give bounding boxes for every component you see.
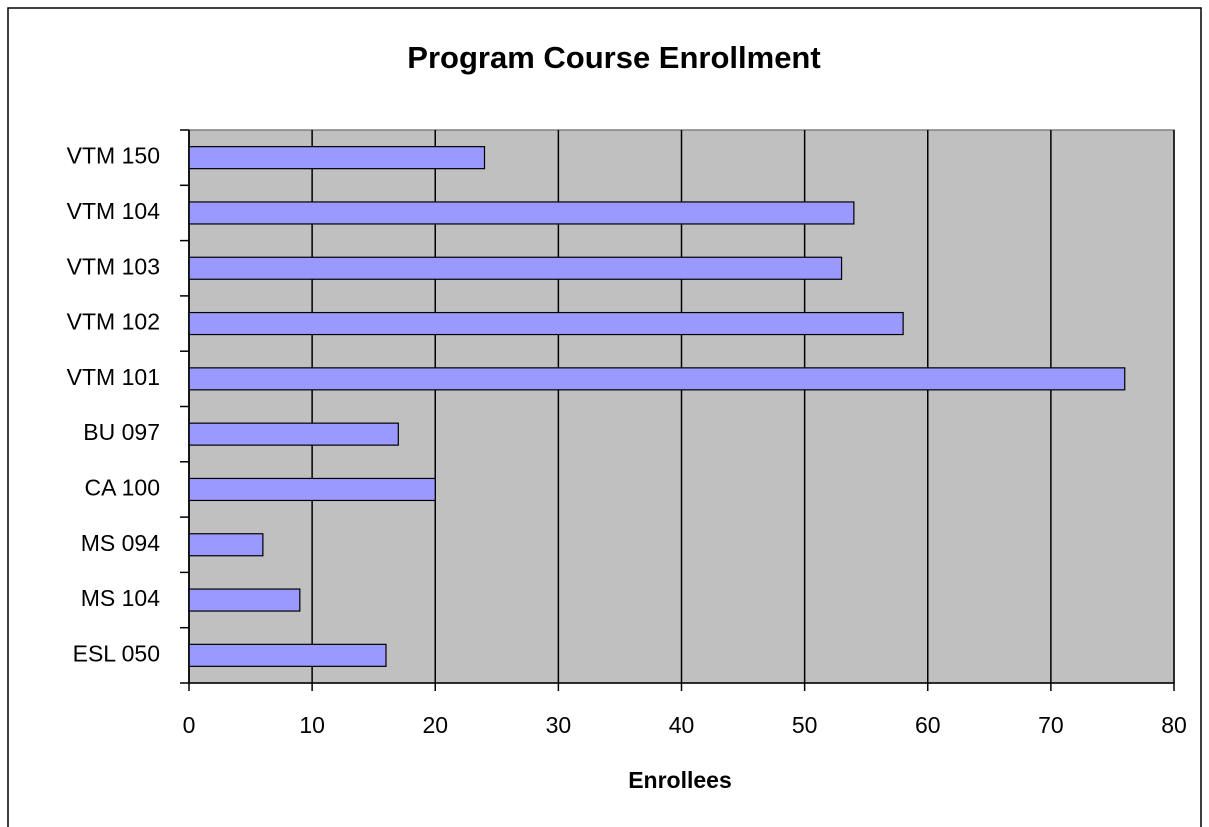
bar	[188, 422, 399, 446]
bar	[188, 146, 486, 170]
bar	[188, 201, 855, 225]
x-tick-label: 70	[1038, 712, 1064, 738]
bar	[188, 477, 436, 502]
bar	[188, 367, 1126, 391]
y-tick-label: VTM 102	[67, 309, 160, 335]
bar	[188, 256, 843, 280]
x-tick-label: 20	[422, 712, 448, 738]
x-tick-label: 50	[792, 712, 818, 738]
bar	[188, 533, 264, 557]
x-tick-label: 10	[299, 712, 325, 738]
x-axis-label: Enrollees	[628, 767, 732, 793]
y-tick-label: BU 097	[83, 419, 160, 445]
x-tick-label: 30	[546, 712, 572, 738]
chart-title: Program Course Enrollment	[407, 40, 820, 75]
y-tick-label: MS 104	[81, 585, 160, 611]
x-tick-label: 60	[915, 712, 941, 738]
y-tick-label: VTM 101	[67, 364, 160, 390]
bar	[188, 588, 301, 612]
y-tick-label: VTM 150	[67, 143, 160, 169]
x-tick-label: 80	[1161, 712, 1187, 738]
bar	[188, 311, 904, 336]
y-tick-label: MS 094	[81, 530, 160, 556]
bar	[188, 643, 387, 667]
y-tick-label: ESL 050	[73, 640, 160, 666]
x-tick-label: 40	[669, 712, 695, 738]
y-tick-label: CA 100	[85, 475, 160, 501]
x-tick-label: 0	[183, 712, 196, 738]
y-tick-label: VTM 103	[67, 253, 160, 279]
y-tick-label: VTM 104	[67, 198, 161, 224]
